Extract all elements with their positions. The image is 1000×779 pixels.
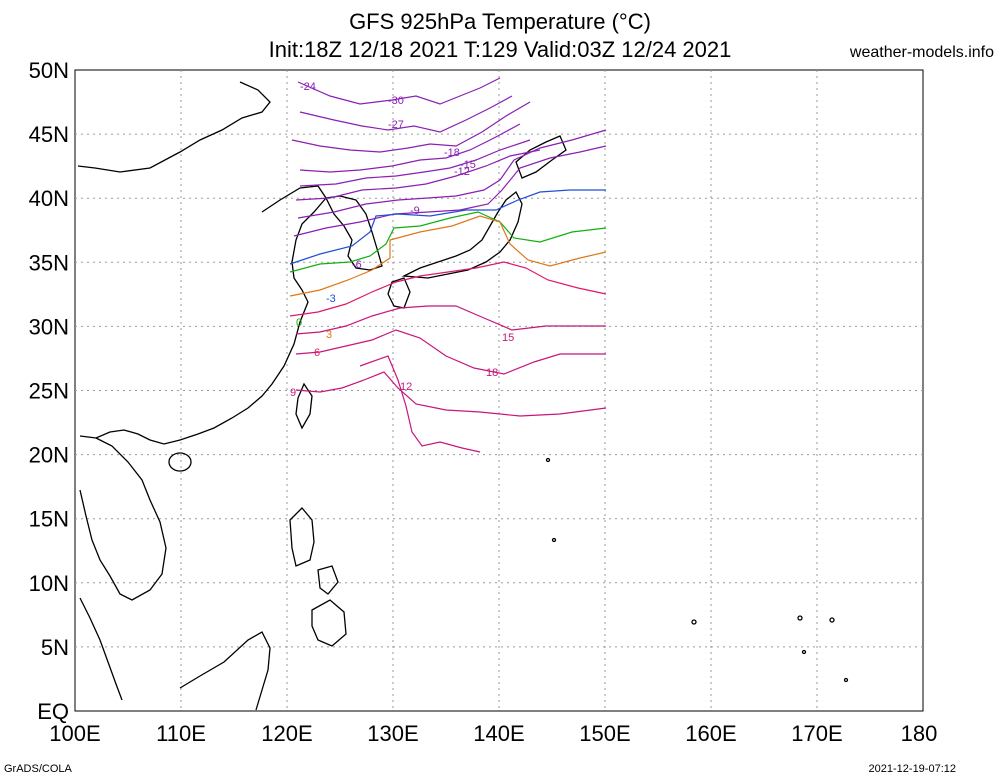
contour-minus-6 xyxy=(293,145,607,237)
longitude-tick-label: 180 xyxy=(901,721,938,746)
contour-label: -3 xyxy=(326,293,336,305)
latitude-tick-label: 10N xyxy=(29,571,69,596)
longitude-tick-label: 150E xyxy=(579,721,630,746)
malay-coastline xyxy=(79,597,123,701)
contour-zero xyxy=(289,211,607,273)
contour-label: -24 xyxy=(300,81,316,93)
contour-6 xyxy=(289,261,607,317)
latitude-tick-label: 20N xyxy=(29,443,69,468)
longitude-tick-label: 110E xyxy=(156,721,206,746)
chart-subtitle: Init:18Z 12/18 2021 T:129 Valid:03Z 12/2… xyxy=(268,37,732,62)
graticule xyxy=(75,70,923,711)
temperature-contours xyxy=(289,77,607,453)
taiwan-island xyxy=(295,382,313,430)
latitude-tick-label: 35N xyxy=(29,250,69,275)
latitude-tick-label: 40N xyxy=(29,186,69,211)
software-credit: GrADS/COLA xyxy=(4,763,72,775)
small-island xyxy=(551,537,557,543)
generated-timestamp: 2021-12-19-07:12 xyxy=(868,763,956,775)
small-island xyxy=(691,619,697,625)
contour-label: -9 xyxy=(410,205,420,217)
contour-label: -12 xyxy=(454,166,470,178)
longitude-tick-label: 120E xyxy=(261,721,312,746)
contour-minus-18 xyxy=(299,123,521,173)
longitude-tick-label: 130E xyxy=(367,721,418,746)
japan-kyushu xyxy=(387,277,411,309)
japan-honshu xyxy=(401,190,523,279)
longitude-labels: 100E 110E 120E 130E 140E 150E 160E 170E 180 xyxy=(49,721,937,746)
borneo-coastline xyxy=(179,631,271,711)
small-island xyxy=(545,457,551,463)
luzon-island xyxy=(289,507,315,567)
hainan-island xyxy=(168,452,192,472)
latitude-tick-label: 45N xyxy=(29,122,69,147)
contour-label: -30 xyxy=(388,95,404,107)
contour-label: 6 xyxy=(314,347,320,359)
contour-minus-24 xyxy=(291,101,531,153)
contour-label: 18 xyxy=(486,367,498,379)
contour-12 xyxy=(295,329,606,375)
contour-label: -15 xyxy=(460,159,476,171)
contour-label: 0 xyxy=(296,317,302,329)
asia-coastline xyxy=(77,81,327,445)
contour-minus-9 xyxy=(297,129,607,219)
contour-label: 3 xyxy=(326,329,332,341)
contour-minus-27 xyxy=(299,95,513,133)
chart-title: GFS 925hPa Temperature (°C) xyxy=(349,9,651,34)
latitude-tick-label: 25N xyxy=(29,379,69,404)
visayas-islands xyxy=(317,565,339,595)
japan-hokkaido xyxy=(515,135,567,179)
small-island xyxy=(801,649,807,655)
site-credit: weather-models.info xyxy=(849,44,994,61)
contour-label: -27 xyxy=(388,119,404,131)
contour-label: 15 xyxy=(502,332,514,344)
latitude-tick-label: 50N xyxy=(29,58,69,83)
latitude-tick-label: 15N xyxy=(29,507,69,532)
longitude-tick-label: 100E xyxy=(49,721,100,746)
mindanao-island xyxy=(311,599,347,647)
contour-label: 9 xyxy=(290,387,296,399)
contour-18 xyxy=(359,355,481,453)
contour-minus-12 xyxy=(295,149,541,201)
longitude-tick-label: 140E xyxy=(473,721,524,746)
contour-minus-15 xyxy=(299,139,531,187)
small-island xyxy=(829,617,835,623)
contour-minus-3 xyxy=(289,189,606,265)
contour-3 xyxy=(289,215,607,297)
contour-9 xyxy=(295,305,606,335)
latitude-tick-label: 5N xyxy=(41,635,69,660)
small-island xyxy=(797,615,803,621)
contour-label: -18 xyxy=(444,147,460,159)
indochina-coastline xyxy=(79,437,167,601)
latitude-tick-label: 30N xyxy=(29,314,69,339)
small-island xyxy=(843,677,849,683)
contour-15 xyxy=(295,371,607,417)
latitude-tick-label: EQ xyxy=(37,699,69,724)
contour-minus-30 xyxy=(297,77,501,105)
longitude-tick-label: 160E xyxy=(685,721,736,746)
latitude-labels: 50N 45N 40N 35N 30N 25N 20N 15N 10N 5N EQ xyxy=(29,58,69,724)
longitude-tick-label: 170E xyxy=(791,721,842,746)
contour-label: -6 xyxy=(352,259,362,271)
contour-label: 12 xyxy=(400,381,412,393)
